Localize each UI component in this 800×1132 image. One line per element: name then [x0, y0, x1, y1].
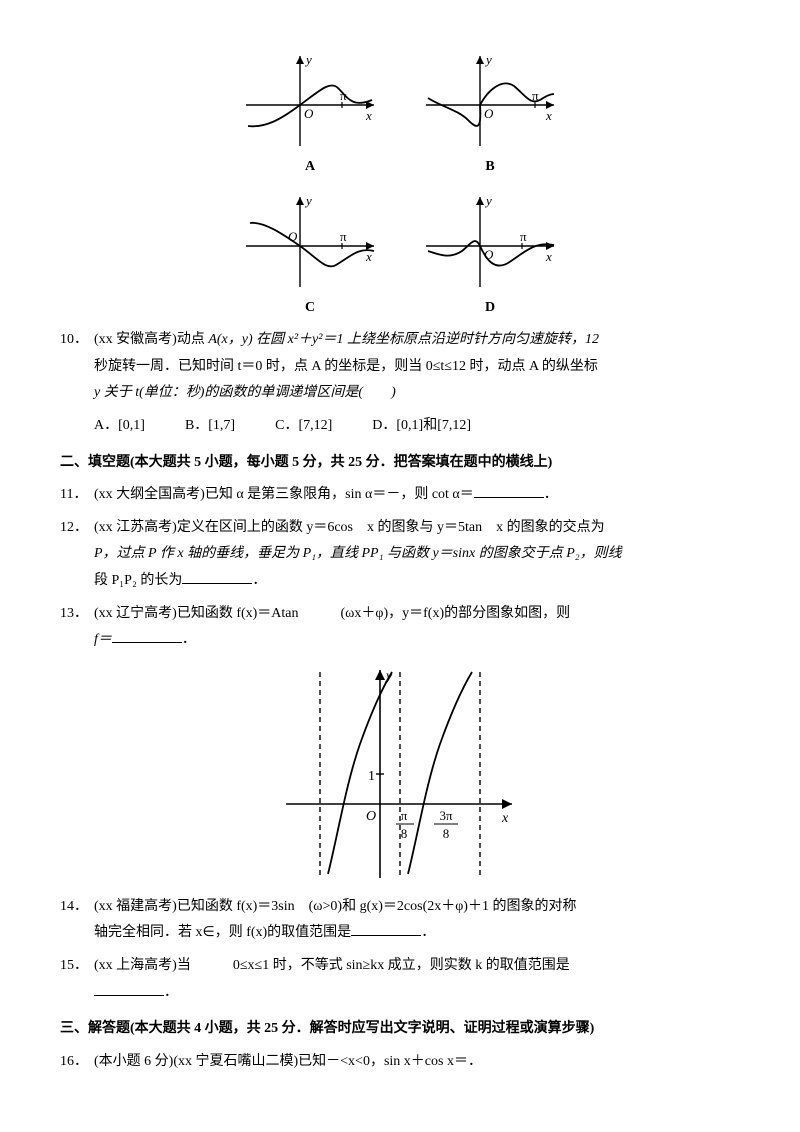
q14-l1: (xx 福建高考)已知函数 f(x)＝3sin (ω>0)和 g(x)＝2cos…: [94, 899, 576, 914]
tan-curve-left: [328, 672, 392, 874]
figure-row-cd: y O x π C y O x π D: [60, 191, 740, 322]
q15-l1: (xx 上海高考)当 0≤x≤1 时，不等式 sin≥kx 成立，则实数 k 的…: [94, 958, 570, 973]
svg-text:O: O: [484, 106, 494, 121]
question-15: 15． (xx 上海高考)当 0≤x≤1 时，不等式 sin≥kx 成立，则实数…: [60, 953, 740, 1006]
section-3-title: 三、解答题(本大题共 4 小题，共 25 分．解答时应写出文字说明、证明过程或演…: [60, 1016, 740, 1043]
svg-text:x: x: [501, 811, 509, 826]
svg-text:3π: 3π: [439, 808, 453, 823]
origin-label: O: [304, 106, 314, 121]
q10-t4: y 关于 t(单位：秒)的函数的单调递增区间是( ): [94, 385, 396, 400]
section-2-title: 二、填空题(本大题共 5 小题，每小题 5 分，共 25 分．把答案填在题中的横…: [60, 450, 740, 477]
axis-x-label: x: [365, 108, 372, 123]
q10-t2: A(x，y) 在圆 x²＋y²＝1 上绕坐标原点沿逆时针方向匀速旋转，12: [208, 332, 599, 347]
q15-num: 15．: [60, 953, 94, 1006]
q10-opt-d: D．[0,1]和[7,12]: [372, 413, 471, 440]
svg-text:y: y: [484, 193, 492, 208]
figure-row-ab: y O x π A y O x π B: [60, 50, 740, 181]
q14-blank: [351, 921, 421, 936]
question-12: 12． (xx 江苏高考)定义在区间上的函数 y＝6cos x 的图象与 y＝5…: [60, 515, 740, 595]
q11-text: (xx 大纲全国高考)已知 α 是第三象限角，sin α＝－，则 cot α＝: [94, 487, 474, 502]
svg-text:8: 8: [443, 826, 450, 841]
svg-text:O: O: [366, 809, 376, 824]
q10-t1: (xx 安徽高考)动点: [94, 332, 208, 347]
figure-b: y O x π B: [420, 50, 560, 181]
svg-text:y: y: [484, 52, 492, 67]
question-14: 14． (xx 福建高考)已知函数 f(x)＝3sin (ω>0)和 g(x)＝…: [60, 894, 740, 947]
q16-text: (本小题 6 分)(xx 宁夏石嘴山二模)已知－<x<0，sin x＋cos x…: [94, 1054, 482, 1069]
q10-opt-c: C．[7,12]: [275, 413, 332, 440]
q12-l3: 段 P₁P₂ 的长为: [94, 573, 182, 588]
svg-text:y: y: [304, 193, 312, 208]
q10-num: 10．: [60, 327, 94, 407]
q12-l1: (xx 江苏高考)定义在区间上的函数 y＝6cos x 的图象与 y＝5tan …: [94, 520, 605, 535]
figure-c: y O x π C: [240, 191, 380, 322]
q10-opt-a: A．[0,1]: [94, 413, 145, 440]
svg-text:1: 1: [368, 769, 375, 784]
q10-opt-b: B．[1,7]: [185, 413, 235, 440]
q13-num: 13．: [60, 601, 94, 654]
q16-num: 16．: [60, 1049, 94, 1076]
question-11: 11． (xx 大纲全国高考)已知 α 是第三象限角，sin α＝－，则 cot…: [60, 482, 740, 509]
question-13: 13． (xx 辽宁高考)已知函数 f(x)＝Atan (ωx＋φ)，y＝f(x…: [60, 601, 740, 654]
figure-label-a: A: [305, 154, 315, 181]
tan-figure: y O x 1 π 8 3π 8: [60, 664, 740, 884]
question-10: 10． (xx 安徽高考)动点 A(x，y) 在圆 x²＋y²＝1 上绕坐标原点…: [60, 327, 740, 407]
figure-d: y O x π D: [420, 191, 560, 322]
q10-t3: 秒旋转一周．已知时间 t＝0 时，点 A 的坐标是，则当 0≤t≤12 时，动点…: [94, 359, 598, 374]
svg-text:x: x: [545, 108, 552, 123]
svg-text:8: 8: [401, 826, 408, 841]
figure-label-d: D: [485, 295, 495, 322]
q12-num: 12．: [60, 515, 94, 595]
curve-c: [250, 222, 374, 266]
figure-a: y O x π A: [240, 50, 380, 181]
figure-label-b: B: [485, 154, 494, 181]
tan-curve-right: [408, 672, 472, 874]
question-16: 16． (本小题 6 分)(xx 宁夏石嘴山二模)已知－<x<0，sin x＋c…: [60, 1049, 740, 1076]
q14-num: 14．: [60, 894, 94, 947]
q13-l1: (xx 辽宁高考)已知函数 f(x)＝Atan (ωx＋φ)，y＝f(x)的部分…: [94, 606, 570, 621]
svg-text:y: y: [384, 669, 393, 684]
svg-text:π: π: [520, 229, 527, 244]
q15-blank: [94, 981, 164, 996]
svg-text:π: π: [401, 808, 408, 823]
q12-blank: [182, 569, 252, 584]
svg-text:x: x: [545, 249, 552, 264]
q14-l2: 轴完全相同．若 x∈，则 f(x)的取值范围是: [94, 925, 351, 940]
svg-text:π: π: [340, 229, 347, 244]
figure-label-c: C: [305, 295, 315, 322]
q12-l2: P，过点 P 作 x 轴的垂线，垂足为 P₁，直线 PP₁ 与函数 y＝sinx…: [94, 546, 622, 561]
q10-options: A．[0,1] B．[1,7] C．[7,12] D．[0,1]和[7,12]: [94, 413, 740, 440]
q13-blank: [112, 628, 182, 643]
q11-blank: [474, 483, 544, 498]
q13-l2: f＝: [94, 632, 112, 647]
axis-y-label: y: [304, 52, 312, 67]
q11-num: 11．: [60, 482, 94, 509]
